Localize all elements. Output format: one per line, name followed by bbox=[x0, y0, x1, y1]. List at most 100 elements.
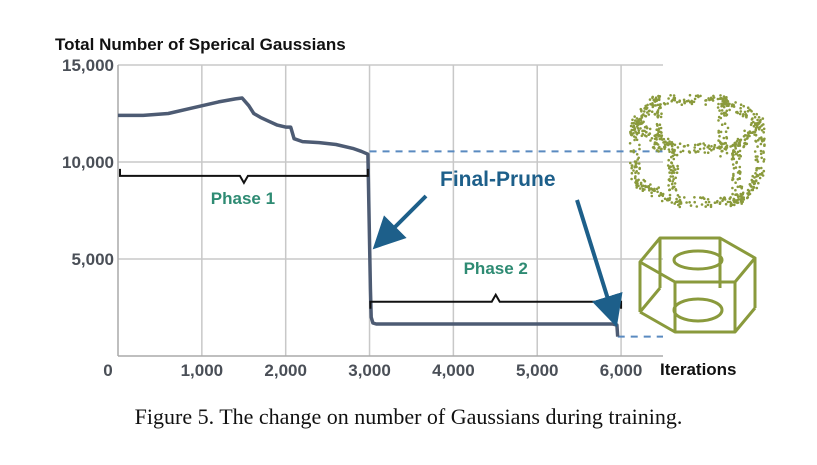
point-cloud-dot-794 bbox=[716, 106, 720, 109]
point-cloud-dot-237 bbox=[737, 141, 741, 145]
point-cloud-dot-776 bbox=[724, 130, 728, 133]
point-cloud-dot-120 bbox=[721, 99, 724, 103]
point-cloud-dot-252 bbox=[694, 150, 697, 154]
point-cloud-dot-300 bbox=[640, 121, 643, 125]
point-cloud-dot-303 bbox=[666, 137, 670, 141]
point-cloud-dot-650 bbox=[679, 202, 683, 205]
point-cloud-dot-757 bbox=[657, 130, 661, 134]
point-cloud-dot-461 bbox=[740, 186, 743, 190]
point-cloud-dot-692 bbox=[752, 182, 756, 186]
point-cloud-dot-204 bbox=[754, 123, 757, 126]
point-cloud-dot-68 bbox=[719, 94, 722, 97]
point-cloud-dot-101 bbox=[667, 97, 670, 100]
point-cloud-dot-159 bbox=[744, 113, 748, 116]
point-cloud-dot-396 bbox=[676, 164, 679, 168]
point-cloud-dot-74 bbox=[657, 98, 661, 102]
point-cloud-dot-427 bbox=[672, 166, 675, 169]
point-cloud-dot-382 bbox=[630, 164, 634, 167]
point-cloud-dot-541 bbox=[757, 122, 760, 126]
point-cloud-dot-789 bbox=[720, 145, 723, 149]
point-cloud-dot-468 bbox=[736, 185, 740, 189]
point-cloud-dot-323 bbox=[668, 140, 671, 143]
point-cloud-dot-150 bbox=[732, 105, 736, 108]
point-cloud-dot-106 bbox=[690, 99, 693, 103]
point-cloud-dot-658 bbox=[721, 198, 725, 201]
x-axis-label: Iterations bbox=[660, 360, 737, 379]
point-cloud-dot-256 bbox=[706, 151, 710, 154]
point-cloud-dot-477 bbox=[732, 157, 736, 161]
point-cloud-dot-476 bbox=[738, 185, 742, 188]
point-cloud-dot-821 bbox=[725, 113, 729, 116]
point-cloud-dot-748 bbox=[659, 147, 663, 151]
point-cloud-dot-518 bbox=[762, 127, 766, 131]
point-cloud-dot-652 bbox=[718, 201, 722, 204]
point-cloud-dot-778 bbox=[720, 123, 724, 126]
point-cloud-dot-349 bbox=[633, 138, 636, 142]
point-cloud-dot-437 bbox=[670, 161, 674, 165]
point-cloud-dot-232 bbox=[693, 146, 696, 149]
final-prune-label: Final-Prune bbox=[440, 168, 556, 191]
point-cloud-dot-239 bbox=[683, 144, 686, 148]
y-tick-label-0: 5,000 bbox=[71, 250, 114, 269]
final-prune-arrows bbox=[372, 194, 623, 328]
x-tick-label-5: 5,000 bbox=[516, 361, 559, 380]
point-cloud-dot-67 bbox=[688, 93, 692, 97]
point-cloud-dot-314 bbox=[645, 125, 648, 128]
point-cloud-dot-255 bbox=[710, 145, 713, 148]
point-cloud-dot-260 bbox=[698, 142, 702, 146]
phase-1-label: Phase 1 bbox=[211, 189, 275, 208]
point-cloud-dot-637 bbox=[729, 204, 733, 208]
point-cloud-dot-715 bbox=[654, 104, 657, 107]
point-cloud-dot-272 bbox=[708, 147, 711, 150]
point-cloud-dot-88 bbox=[672, 96, 676, 100]
point-cloud-dot-682 bbox=[760, 171, 764, 175]
point-cloud-dot-436 bbox=[674, 188, 678, 191]
point-cloud-dot-351 bbox=[632, 169, 635, 172]
point-cloud-dot-354 bbox=[635, 121, 638, 125]
point-cloud-dot-711 bbox=[740, 198, 743, 201]
point-cloud-dot-631 bbox=[728, 197, 731, 200]
point-cloud-dot-644 bbox=[675, 197, 678, 201]
point-cloud-dot-689 bbox=[733, 203, 736, 207]
point-cloud-dot-83 bbox=[685, 100, 689, 103]
point-cloud-dot-438 bbox=[668, 179, 672, 183]
point-cloud-dot-274 bbox=[686, 144, 690, 147]
point-cloud-dot-656 bbox=[678, 195, 681, 199]
point-cloud-dot-47 bbox=[648, 109, 651, 113]
point-cloud-dot-199 bbox=[742, 145, 745, 149]
point-cloud-dot-654 bbox=[706, 198, 710, 201]
point-cloud-dot-183 bbox=[742, 135, 746, 138]
point-cloud-dot-95 bbox=[705, 99, 708, 102]
x-tick-label-4: 4,000 bbox=[432, 361, 475, 380]
point-cloud-dot-420 bbox=[668, 150, 671, 153]
point-cloud-dot-414 bbox=[676, 194, 680, 197]
point-cloud-dot-425 bbox=[672, 171, 676, 174]
wireframe-hole-top bbox=[672, 249, 724, 271]
point-cloud-dot-589 bbox=[644, 185, 647, 189]
y-tick-label-1: 10,000 bbox=[62, 153, 114, 172]
wireframe-hole-bottom bbox=[672, 297, 724, 323]
point-cloud-dot-804 bbox=[717, 115, 721, 119]
point-cloud-dot-569 bbox=[650, 194, 654, 198]
point-cloud-dot-563 bbox=[650, 191, 653, 194]
point-cloud-dot-423 bbox=[671, 180, 674, 183]
point-cloud-dot-520 bbox=[754, 139, 757, 143]
point-cloud-dot-764 bbox=[660, 134, 663, 138]
point-cloud-dot-32 bbox=[647, 113, 651, 116]
point-cloud-dot-529 bbox=[754, 128, 758, 131]
point-cloud-dot-517 bbox=[758, 176, 762, 180]
point-cloud-dot-709 bbox=[740, 202, 743, 205]
point-cloud-dot-445 bbox=[731, 192, 734, 196]
point-cloud-dot-796 bbox=[722, 103, 725, 107]
point-cloud-dot-823 bbox=[717, 119, 720, 122]
series-line-0 bbox=[118, 96, 620, 337]
series-group bbox=[118, 96, 620, 337]
point-cloud-dot-267 bbox=[681, 149, 685, 153]
point-cloud-dot-521 bbox=[760, 136, 763, 139]
point-cloud-dot-537 bbox=[763, 143, 766, 146]
point-cloud-dot-259 bbox=[693, 143, 697, 147]
point-cloud-dot-704 bbox=[747, 191, 751, 195]
point-cloud-dot-415 bbox=[668, 171, 671, 174]
point-cloud-dot-248 bbox=[707, 144, 711, 147]
point-cloud-dot-694 bbox=[735, 199, 738, 202]
